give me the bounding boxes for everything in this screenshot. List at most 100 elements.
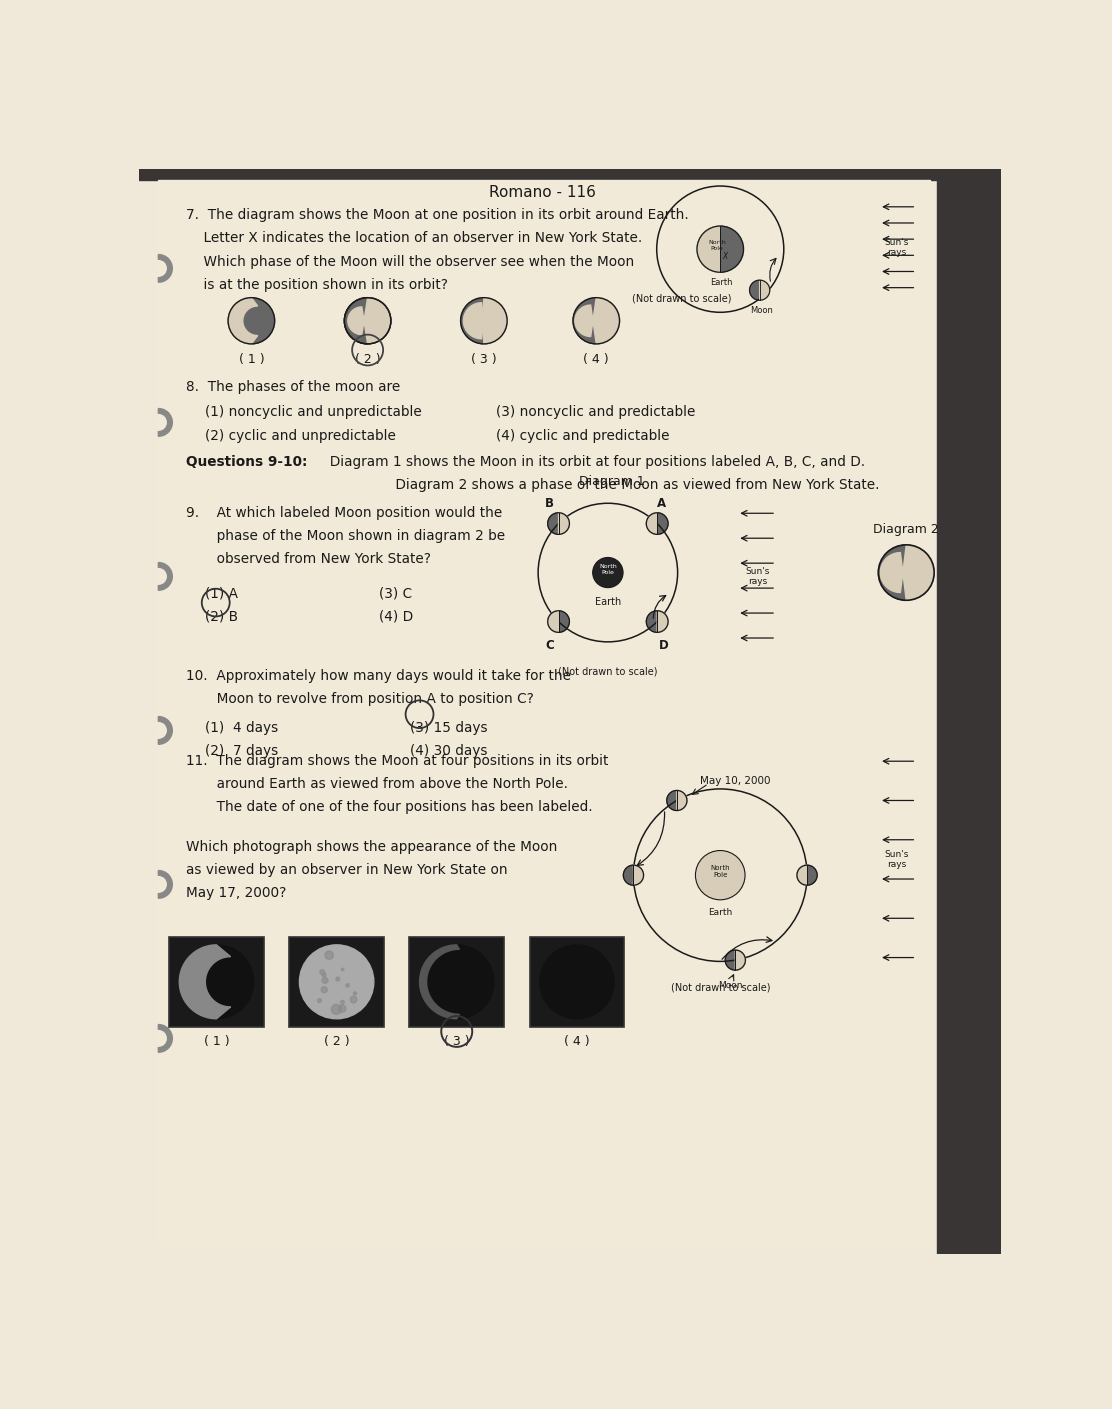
Text: (4) cyclic and predictable: (4) cyclic and predictable: [496, 430, 669, 444]
Text: Diagram 1: Diagram 1: [579, 475, 645, 488]
Text: phase of the Moon shown in diagram 2 be: phase of the Moon shown in diagram 2 be: [186, 528, 505, 542]
Circle shape: [321, 986, 327, 993]
Circle shape: [697, 225, 744, 272]
Text: ( 4 ): ( 4 ): [564, 1034, 589, 1047]
Circle shape: [667, 790, 687, 810]
Text: (3) noncyclic and predictable: (3) noncyclic and predictable: [496, 404, 695, 418]
Text: Letter X indicates the location of an observer in New York State.: Letter X indicates the location of an ob…: [186, 231, 642, 245]
Circle shape: [345, 297, 391, 344]
Text: (Not drawn to scale): (Not drawn to scale): [558, 666, 657, 676]
Bar: [139, 169, 1001, 180]
Text: Sun's
rays: Sun's rays: [885, 850, 910, 869]
Text: ( 2 ): ( 2 ): [355, 354, 380, 366]
Text: is at the position shown in its orbit?: is at the position shown in its orbit?: [186, 278, 447, 292]
FancyBboxPatch shape: [409, 937, 504, 1027]
Wedge shape: [158, 1024, 172, 1053]
Circle shape: [797, 865, 817, 885]
Text: B: B: [545, 497, 554, 510]
Circle shape: [573, 297, 619, 344]
Text: ( 1 ): ( 1 ): [203, 1034, 229, 1047]
Circle shape: [320, 969, 325, 975]
Text: Sun's
rays: Sun's rays: [885, 238, 910, 258]
Text: Earth: Earth: [711, 279, 733, 287]
Polygon shape: [646, 513, 657, 534]
Circle shape: [228, 297, 275, 344]
Text: Sun's
rays: Sun's rays: [745, 566, 770, 586]
FancyBboxPatch shape: [289, 937, 384, 1027]
Text: observed from New York State?: observed from New York State?: [186, 552, 430, 566]
Circle shape: [336, 976, 340, 981]
Text: (2) B: (2) B: [205, 610, 238, 624]
Text: (Not drawn to scale): (Not drawn to scale): [671, 983, 770, 993]
Circle shape: [460, 297, 507, 344]
Text: ( 2 ): ( 2 ): [324, 1034, 349, 1047]
Text: (1) A: (1) A: [205, 586, 238, 600]
Circle shape: [624, 865, 644, 885]
Polygon shape: [657, 610, 668, 633]
Circle shape: [749, 280, 770, 300]
Text: Moon: Moon: [749, 306, 773, 314]
Polygon shape: [677, 790, 687, 810]
Text: North
Pole: North Pole: [708, 240, 726, 251]
Text: May 17, 2000?: May 17, 2000?: [186, 886, 286, 900]
Polygon shape: [697, 225, 721, 272]
Circle shape: [299, 945, 374, 1019]
Polygon shape: [759, 280, 770, 300]
Circle shape: [646, 610, 668, 633]
Text: (Not drawn to scale): (Not drawn to scale): [632, 293, 732, 303]
Polygon shape: [881, 545, 934, 600]
Text: 8.  The phases of the moon are: 8. The phases of the moon are: [186, 380, 399, 395]
Text: North
Pole: North Pole: [599, 564, 617, 575]
Text: Diagram 2 shows a phase of the Moon as viewed from New York State.: Diagram 2 shows a phase of the Moon as v…: [321, 478, 880, 492]
Text: around Earth as viewed from above the North Pole.: around Earth as viewed from above the No…: [186, 776, 567, 790]
Polygon shape: [345, 297, 373, 344]
Text: 10.  Approximately how many days would it take for the: 10. Approximately how many days would it…: [186, 669, 570, 683]
Wedge shape: [158, 562, 172, 590]
Circle shape: [345, 297, 391, 344]
Text: Which phase of the Moon will the observer see when the Moon: Which phase of the Moon will the observe…: [186, 255, 634, 269]
Circle shape: [346, 983, 349, 988]
Circle shape: [878, 545, 934, 600]
Text: Romano - 116: Romano - 116: [488, 186, 595, 200]
Text: Diagram 1 shows the Moon in its orbit at four positions labeled A, B, C, and D.: Diagram 1 shows the Moon in its orbit at…: [321, 455, 865, 469]
Circle shape: [548, 513, 569, 534]
Polygon shape: [548, 610, 558, 633]
Text: (3) 15 days: (3) 15 days: [410, 721, 488, 735]
Text: 9.    At which labeled Moon position would the: 9. At which labeled Moon position would …: [186, 506, 502, 520]
Text: Earth: Earth: [595, 597, 620, 607]
Circle shape: [695, 851, 745, 900]
Circle shape: [318, 999, 321, 1003]
Text: ( 1 ): ( 1 ): [239, 354, 265, 366]
Circle shape: [725, 950, 745, 971]
Text: A: A: [656, 497, 666, 510]
Text: (4) 30 days: (4) 30 days: [410, 744, 488, 758]
Text: Moon to revolve from position A to position C?: Moon to revolve from position A to posit…: [186, 692, 534, 706]
Wedge shape: [158, 255, 172, 282]
Text: (2)  7 days: (2) 7 days: [205, 744, 278, 758]
Polygon shape: [735, 950, 745, 971]
Polygon shape: [634, 865, 644, 885]
Polygon shape: [558, 513, 569, 534]
Bar: [937, 169, 1001, 1254]
Circle shape: [340, 1000, 345, 1005]
Polygon shape: [179, 945, 230, 1019]
Circle shape: [646, 513, 668, 534]
Circle shape: [350, 996, 357, 1003]
Circle shape: [322, 974, 326, 976]
Circle shape: [341, 968, 344, 971]
Text: Moon: Moon: [718, 981, 743, 991]
Circle shape: [548, 610, 569, 633]
Text: The date of one of the four positions has been labeled.: The date of one of the four positions ha…: [186, 800, 592, 814]
Text: as viewed by an observer in New York State on: as viewed by an observer in New York Sta…: [186, 862, 507, 876]
Text: X: X: [723, 252, 727, 261]
Wedge shape: [158, 409, 172, 437]
Polygon shape: [228, 297, 258, 344]
Text: Which photograph shows the appearance of the Moon: Which photograph shows the appearance of…: [186, 840, 557, 854]
Wedge shape: [158, 871, 172, 899]
Circle shape: [338, 1005, 346, 1012]
Text: ( 4 ): ( 4 ): [584, 354, 609, 366]
Text: D: D: [658, 638, 668, 651]
Wedge shape: [158, 717, 172, 744]
Circle shape: [331, 1005, 341, 1014]
Circle shape: [322, 978, 328, 983]
